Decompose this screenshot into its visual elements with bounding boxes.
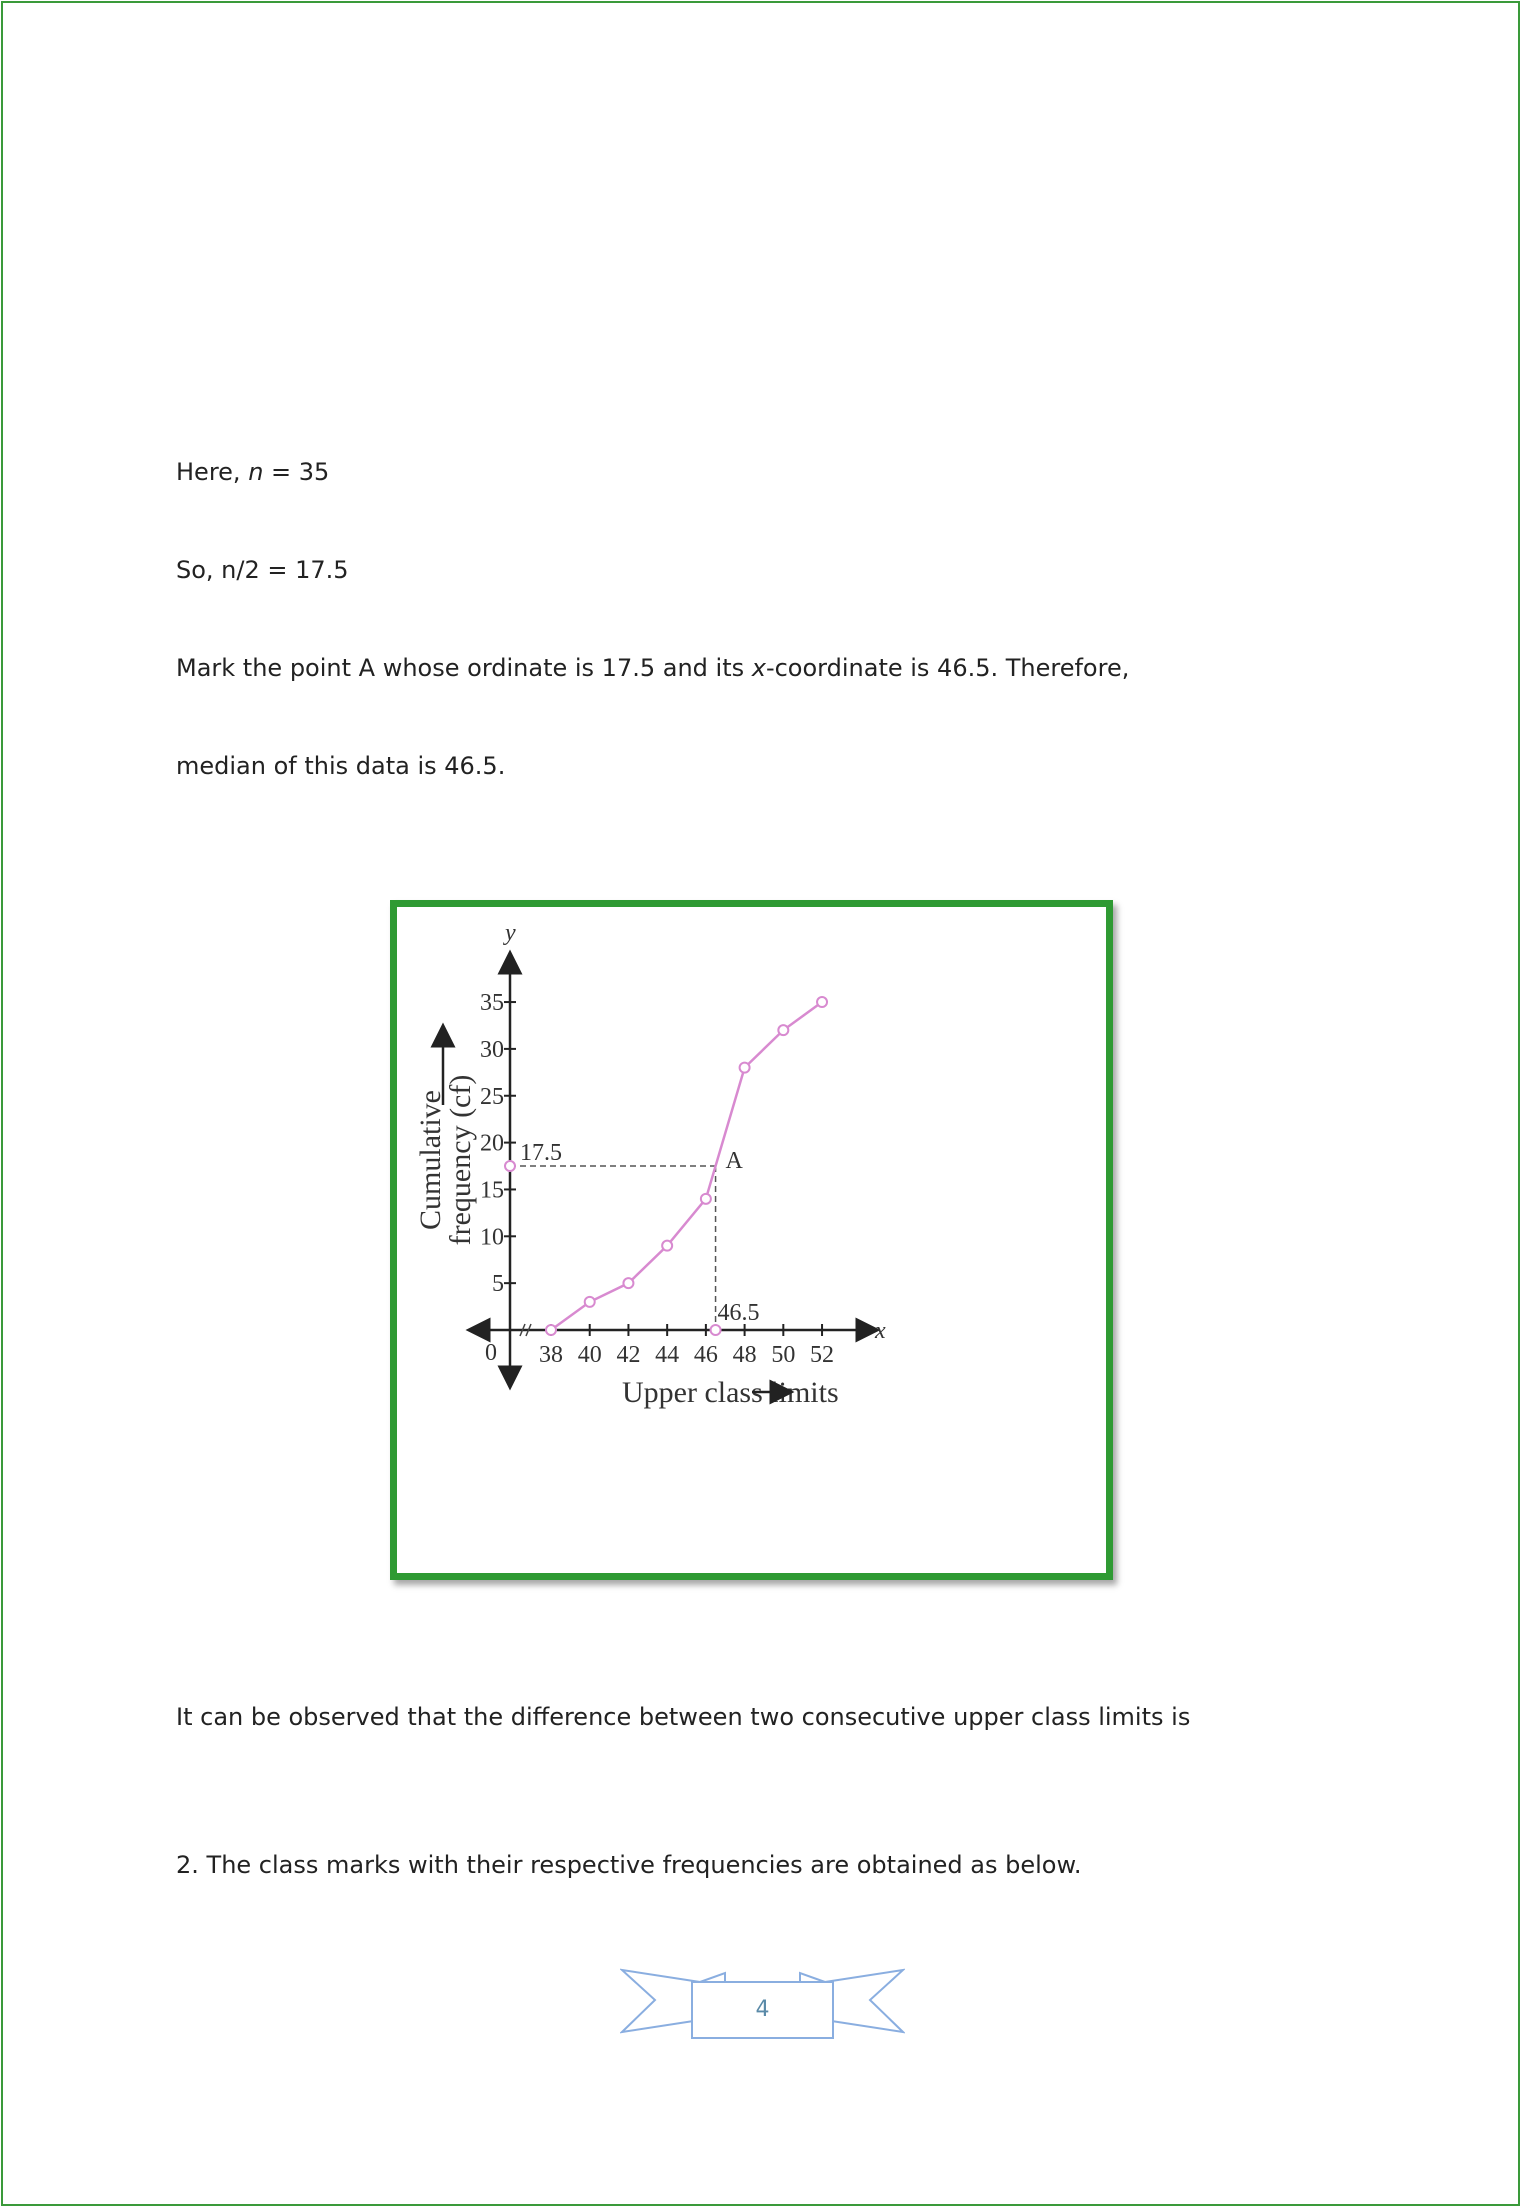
ogive-curve xyxy=(550,1001,823,1332)
y-tick-label: 15 xyxy=(480,1177,504,1203)
x-tick-label: 46 xyxy=(694,1342,718,1368)
y-tick-label: 25 xyxy=(480,1084,504,1110)
data-point xyxy=(622,1277,635,1290)
x-axis-name: x xyxy=(874,1318,886,1344)
marker-x-46-5 xyxy=(709,1324,722,1336)
text: Mark the point A whose ordinate is 17.5 … xyxy=(176,654,752,682)
y-axis-title-line2: frequency (cf) xyxy=(444,1075,477,1246)
text: -coordinate is 46.5. Therefore, xyxy=(765,654,1130,682)
x-tick-label: 42 xyxy=(616,1342,640,1368)
x-tick-label: 44 xyxy=(655,1342,679,1368)
y-tick-label: 10 xyxy=(480,1224,504,1250)
page-number: 4 xyxy=(755,1997,770,2022)
origin-label: 0 xyxy=(485,1340,497,1366)
data-point xyxy=(699,1192,712,1205)
data-point xyxy=(583,1295,596,1308)
data-point xyxy=(816,996,829,1009)
text: = 35 xyxy=(263,458,330,486)
text: Here, xyxy=(176,458,249,486)
y-tick-label: 5 xyxy=(492,1271,504,1297)
text-line-mark-point: Mark the point A whose ordinate is 17.5 … xyxy=(176,654,1129,682)
y-axis-name: y xyxy=(503,920,516,946)
y-tick-label: 30 xyxy=(480,1037,504,1063)
data-point xyxy=(545,1324,557,1336)
x-tick-label: 40 xyxy=(578,1342,602,1368)
text-line-difference: It can be observed that the difference b… xyxy=(176,1703,1191,1731)
text-line-half-n: So, n/2 = 17.5 xyxy=(176,556,349,584)
x-axis-title: Upper class limits xyxy=(622,1376,839,1409)
annotation-y-label: 17.5 xyxy=(520,1140,562,1166)
x-tick-label: 38 xyxy=(539,1342,563,1368)
x-tick-label: 48 xyxy=(733,1342,757,1368)
text-line-median: median of this data is 46.5. xyxy=(176,752,506,780)
y-tick-label: 20 xyxy=(480,1131,504,1157)
data-point xyxy=(777,1024,790,1037)
x-tick-label: 52 xyxy=(810,1342,834,1368)
x-tick-label: 50 xyxy=(771,1342,795,1368)
point-a-label: A xyxy=(726,1148,744,1174)
text-line-class-marks: 2. The class marks with their respective… xyxy=(176,1851,1082,1879)
chart-svg: 5 10 15 20 25 30 35 38 40 42 44 46 48 50 52 y x 0 Uppe… xyxy=(414,920,886,1409)
axis-break xyxy=(519,1323,532,1337)
y-axis-title-line1: Cumulative xyxy=(414,1090,447,1230)
page-number-ribbon: 4 xyxy=(618,1960,907,2040)
marker-y-17-5 xyxy=(504,1160,516,1173)
ogive-chart: 5 10 15 20 25 30 35 38 40 42 44 46 48 50 52 y x 0 Uppe… xyxy=(390,900,1113,1580)
data-point xyxy=(661,1239,674,1252)
variable-n: n xyxy=(248,458,264,486)
variable-x: x xyxy=(751,654,766,682)
annotation-x-label: 46.5 xyxy=(718,1300,760,1326)
data-point xyxy=(738,1061,751,1074)
text-line-n: Here, n = 35 xyxy=(176,458,329,486)
y-tick-label: 35 xyxy=(480,990,504,1016)
